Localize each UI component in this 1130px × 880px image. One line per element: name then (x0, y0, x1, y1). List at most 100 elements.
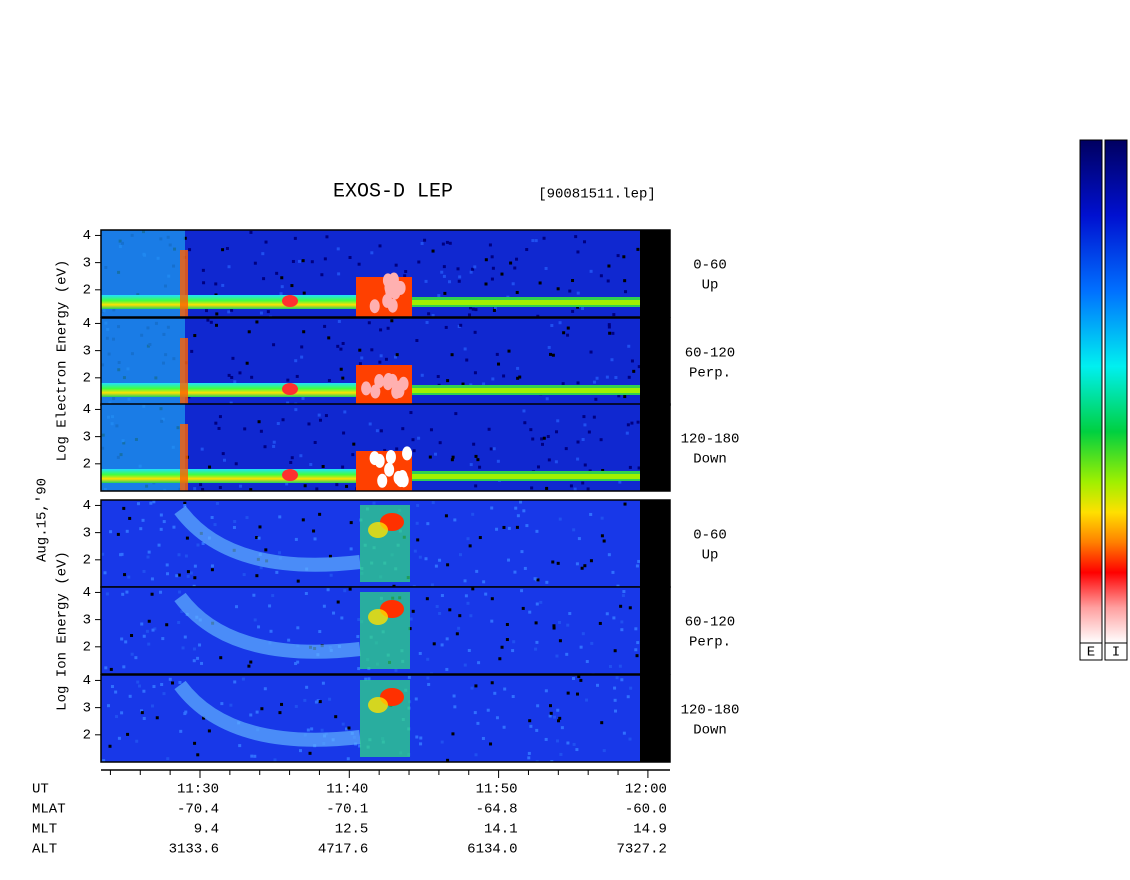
noise (546, 435, 550, 439)
noise (555, 654, 559, 658)
noise (190, 349, 194, 353)
noise (471, 267, 475, 271)
noise (622, 590, 626, 594)
noise (372, 501, 376, 505)
noise (457, 279, 461, 283)
noise (309, 462, 313, 466)
noise (291, 259, 295, 263)
noise (136, 680, 140, 684)
streak (180, 250, 188, 317)
noise (600, 534, 604, 538)
noise (469, 463, 473, 467)
noise (177, 573, 181, 577)
noise (438, 611, 442, 615)
noise (417, 260, 421, 264)
ion-warm (368, 522, 388, 538)
noise (558, 639, 562, 643)
noise (183, 501, 187, 505)
noise (196, 543, 200, 547)
noise (218, 415, 222, 419)
noise (497, 362, 501, 366)
noise (386, 326, 390, 330)
noise (411, 609, 415, 613)
noise (124, 640, 128, 644)
noise (478, 465, 482, 469)
noise (318, 418, 322, 422)
noise (614, 709, 618, 713)
noise (390, 319, 394, 323)
noise (269, 629, 273, 633)
noise (218, 486, 222, 490)
burst-blob (377, 473, 388, 488)
noise (558, 620, 562, 624)
y-tick-label: 2 (83, 728, 91, 744)
noise (516, 376, 520, 380)
noise (551, 560, 555, 564)
noise (404, 269, 408, 273)
burst-blob (361, 381, 372, 396)
noise (153, 627, 157, 631)
noise (249, 230, 253, 234)
burst-blob (370, 384, 381, 399)
noise (142, 716, 146, 720)
noise (150, 577, 154, 581)
noise (511, 649, 515, 653)
panel-label: 60-120 (685, 346, 735, 362)
noise (446, 379, 450, 383)
noise (310, 260, 314, 264)
noise (155, 716, 159, 720)
burst-blob (398, 473, 409, 488)
noise (515, 525, 519, 529)
band-core (412, 388, 640, 393)
noise (461, 382, 465, 386)
noise (296, 579, 300, 583)
ion-band (174, 505, 361, 572)
burst-blob (374, 374, 385, 389)
noise (214, 293, 218, 297)
noise (278, 551, 282, 555)
noise (378, 360, 382, 364)
noise (619, 604, 623, 608)
noise (514, 506, 518, 510)
noise (323, 324, 327, 328)
noise (217, 426, 221, 430)
orbit-value: 14.9 (633, 822, 667, 838)
noise (126, 732, 130, 736)
noise (583, 463, 587, 467)
noise (300, 345, 304, 349)
noise (427, 312, 431, 316)
noise (576, 381, 580, 385)
noise (415, 339, 419, 343)
noise (435, 604, 439, 608)
noise (581, 632, 585, 636)
noise (384, 357, 388, 361)
noise (162, 692, 166, 696)
noise (329, 573, 333, 577)
noise (250, 375, 254, 379)
noise (316, 699, 320, 703)
noise (332, 611, 336, 615)
noise (549, 711, 553, 715)
noise (434, 452, 438, 456)
noise (321, 681, 325, 685)
noise (234, 462, 238, 466)
colorbar-label-box (1104, 642, 1128, 661)
noise (315, 487, 319, 491)
noise (320, 728, 324, 732)
noise (407, 675, 411, 679)
noise (201, 487, 205, 491)
noise (339, 347, 343, 351)
noise (239, 484, 243, 488)
x-tick-label: 11:50 (476, 782, 518, 798)
noise (227, 373, 231, 377)
noise (233, 680, 237, 684)
noise (595, 376, 599, 380)
noise (409, 411, 413, 415)
noise (360, 356, 364, 360)
noise (577, 537, 581, 541)
no-data (640, 230, 670, 317)
noise (635, 654, 639, 658)
noise (507, 558, 511, 562)
noise (626, 695, 630, 699)
noise (178, 680, 182, 684)
